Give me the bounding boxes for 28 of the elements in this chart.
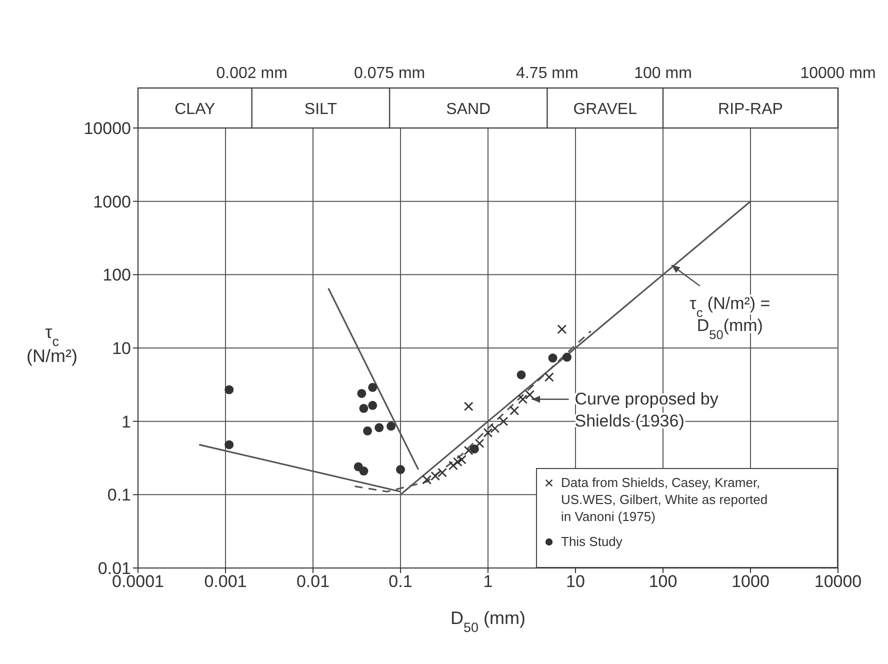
x-tick-label: 0.001 [204, 572, 247, 592]
y-tick-label: 1 [122, 412, 131, 432]
x-tick-label: 10 [566, 572, 585, 592]
legend-label: This Study [561, 534, 623, 549]
x-tick-label: 1 [483, 572, 493, 592]
ref-line-label: 0.075 mm [354, 65, 426, 82]
ref-line-label: 0.002 mm [216, 65, 288, 82]
text: GRAVEL [573, 101, 638, 118]
ref-line-label: 100 mm [634, 65, 692, 82]
x-axis-title: D$_{50}$ (mm) [450, 608, 526, 634]
y-tick-label: 10 [112, 339, 131, 358]
text: SILT [304, 101, 338, 118]
text: CLAY [174, 101, 216, 118]
y-axis-title: τ$_{c}$ (N/m²) [26, 322, 78, 366]
x-tick-label: 0.1 [388, 572, 412, 592]
y-tick-label: 100 [102, 266, 131, 285]
x-tick-label: 1000 [732, 572, 770, 592]
legend-label: Data from Shields, Casey, Kramer, US.WES, Gilbert, White as reported in Vanoni (1975) [561, 475, 768, 524]
text: RIP-RAP [718, 101, 783, 118]
y-tick-label: 10000 [84, 119, 131, 138]
x-tick-label: 0.01 [296, 572, 330, 592]
y-tick-label: 1000 [93, 192, 131, 212]
x-tick-label: 100 [648, 572, 678, 592]
ref-line-label: 4.75 mm [516, 65, 578, 82]
y-tick-label: 0.1 [107, 486, 131, 505]
text: SAND [446, 101, 491, 118]
ref-line-label: 10000 mm [800, 65, 876, 82]
x-tick-label: 10000 [814, 572, 862, 592]
